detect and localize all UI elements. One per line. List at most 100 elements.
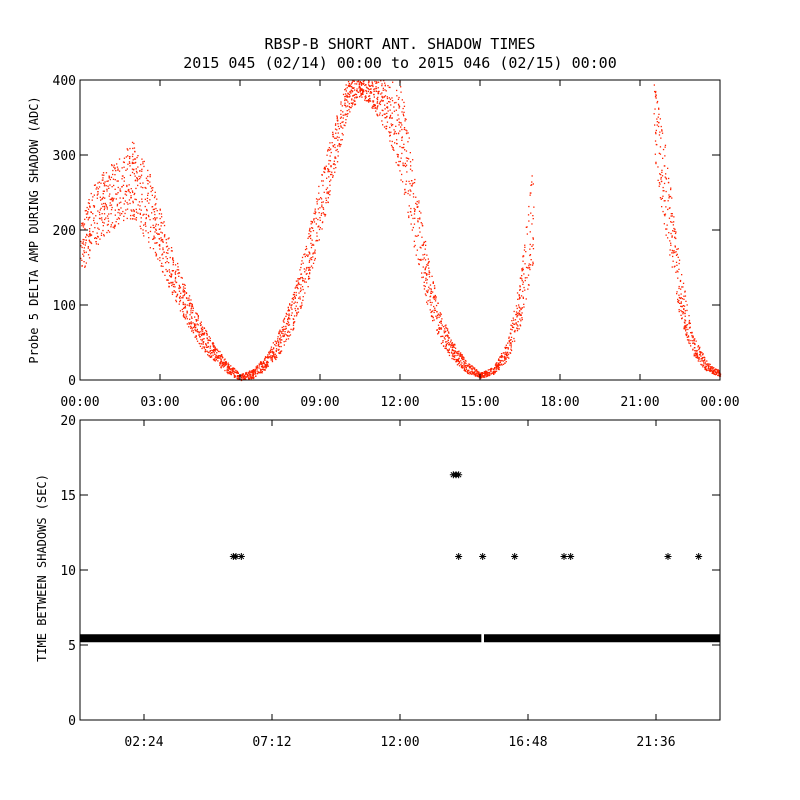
top-data-point [129, 157, 131, 160]
top-data-point [483, 372, 485, 374]
top-data-point [117, 180, 119, 182]
top-data-point [153, 235, 155, 237]
top-data-point [258, 365, 260, 367]
top-data-point [196, 330, 199, 333]
top-data-point [372, 100, 374, 102]
top-data-point [531, 181, 533, 183]
top-data-point [131, 218, 134, 220]
top-data-point [684, 325, 687, 327]
top-data-point [118, 158, 121, 160]
top-data-point [689, 342, 691, 345]
top-data-point [319, 207, 321, 209]
top-data-point [676, 270, 678, 272]
top-data-point [714, 373, 716, 375]
top-data-point [106, 231, 108, 234]
top-data-point [683, 326, 685, 328]
top-data-point [142, 182, 144, 184]
top-data-point [532, 248, 535, 250]
top-data-point [353, 99, 355, 101]
top-data-point [275, 341, 277, 343]
top-data-point [172, 264, 174, 266]
top-data-point [209, 340, 211, 342]
top-data-point [521, 280, 523, 282]
top-data-point [336, 148, 338, 151]
top-data-point [429, 288, 431, 290]
bottom-data-point [479, 553, 487, 560]
top-data-point [225, 360, 227, 363]
top-data-point [148, 215, 150, 218]
top-data-point [404, 165, 407, 168]
top-data-point [476, 372, 478, 374]
top-data-point [386, 97, 389, 100]
top-data-point [438, 327, 440, 329]
top-data-point [235, 369, 237, 372]
top-data-point [338, 143, 340, 145]
top-data-point [98, 228, 100, 230]
top-data-point [172, 291, 174, 293]
top-data-point [458, 361, 461, 363]
top-data-point [398, 105, 401, 108]
top-data-point [315, 217, 317, 219]
top-data-point [160, 240, 162, 242]
top-data-point [244, 373, 247, 375]
top-data-point [298, 283, 300, 285]
top-data-point [296, 301, 298, 304]
top-data-point [491, 372, 493, 374]
top-data-point [287, 310, 289, 312]
top-data-point [150, 190, 152, 193]
top-data-point [321, 204, 323, 206]
top-data-point [409, 189, 411, 191]
top-data-point [673, 216, 675, 218]
top-data-point [318, 185, 320, 188]
top-data-point [180, 276, 182, 279]
top-data-point [416, 206, 419, 208]
top-data-point [473, 371, 476, 374]
top-data-point [207, 346, 209, 348]
top-data-point [324, 215, 326, 217]
top-data-point [401, 99, 403, 101]
top-data-point [409, 168, 412, 170]
top-data-point [331, 173, 333, 176]
top-data-point [87, 247, 89, 249]
top-data-point [167, 249, 169, 251]
top-data-point [692, 340, 694, 342]
top-data-point [680, 288, 682, 290]
top-data-point [423, 285, 425, 287]
top-data-point [186, 318, 188, 320]
top-data-point [375, 90, 377, 92]
top-data-point [407, 157, 409, 159]
top-data-point [332, 133, 334, 136]
top-data-point [663, 213, 666, 216]
top-data-point [377, 87, 379, 89]
top-data-point [299, 278, 301, 280]
top-data-point [104, 197, 106, 199]
top-data-point [87, 211, 89, 213]
top-data-point [147, 192, 149, 194]
top-data-point [430, 290, 432, 292]
top-data-point [151, 206, 153, 208]
top-data-point [689, 322, 691, 324]
top-data-point [429, 299, 431, 301]
top-data-point [397, 103, 400, 105]
top-data-point [342, 114, 344, 116]
top-data-point [367, 99, 370, 101]
top-data-point [366, 92, 368, 94]
top-data-point [106, 190, 108, 192]
top-data-point [694, 338, 696, 340]
top-data-point [168, 285, 170, 288]
top-data-point [360, 87, 362, 90]
top-data-point [179, 310, 182, 312]
top-data-point [192, 330, 194, 332]
top-data-point [217, 355, 220, 357]
top-data-point [200, 324, 202, 326]
top-data-point [135, 168, 137, 170]
top-data-point [478, 375, 480, 377]
top-data-point [208, 351, 210, 354]
top-data-point [104, 202, 106, 205]
top-data-point [532, 263, 534, 265]
top-data-point [376, 101, 379, 103]
top-data-point [454, 344, 456, 346]
top-data-point [195, 324, 197, 326]
top-data-point [504, 358, 506, 360]
top-data-point [677, 256, 679, 258]
